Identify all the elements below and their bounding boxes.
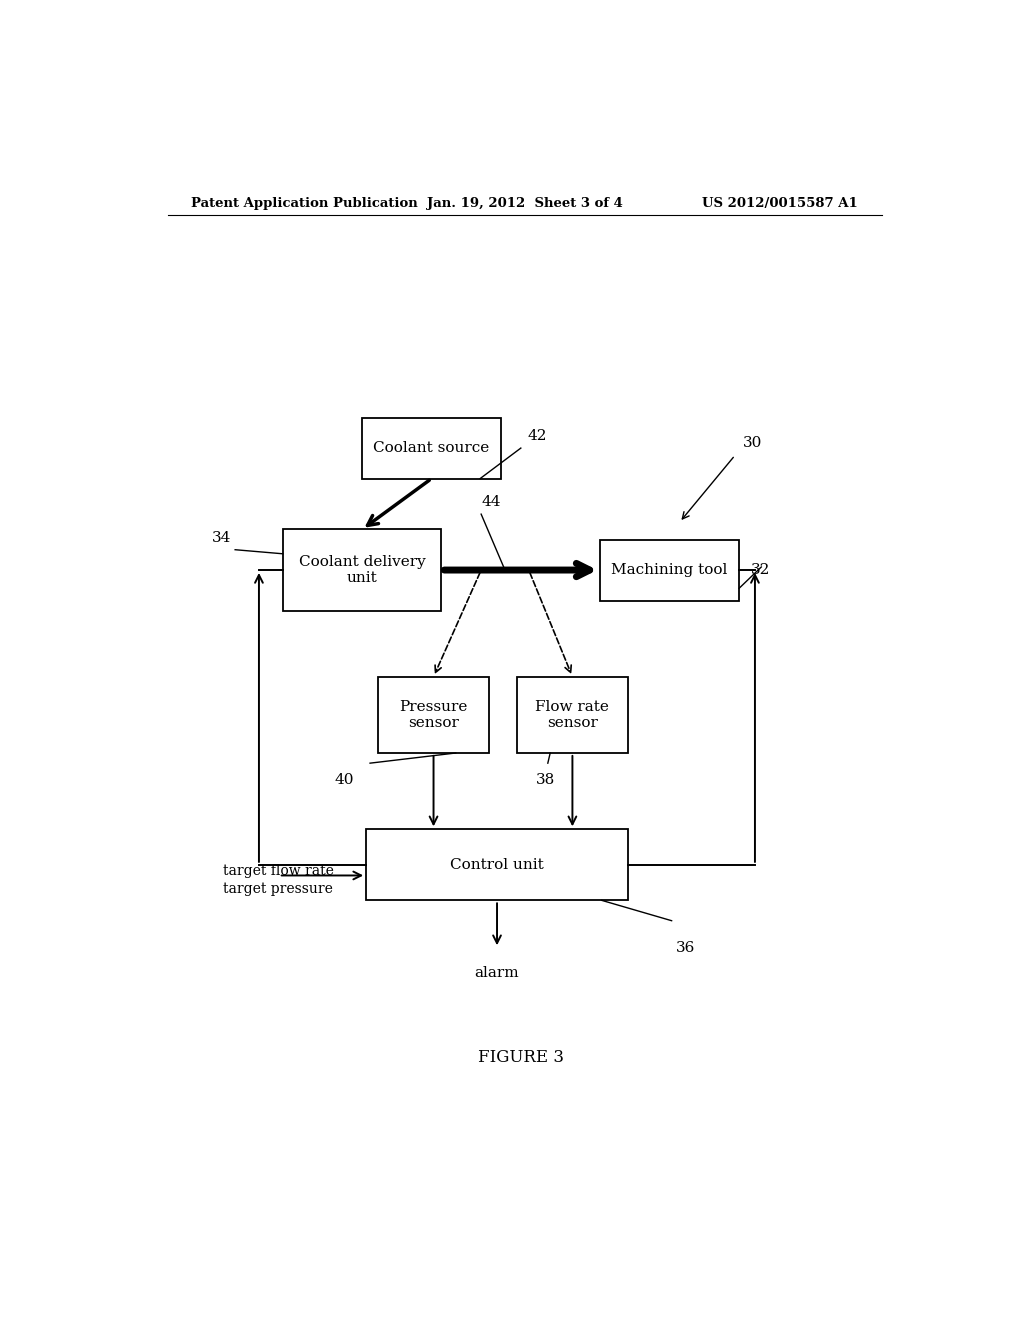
Text: Flow rate
sensor: Flow rate sensor — [536, 700, 609, 730]
Text: Control unit: Control unit — [451, 858, 544, 871]
Text: 30: 30 — [743, 436, 763, 450]
Text: Coolant delivery
unit: Coolant delivery unit — [299, 554, 426, 585]
Text: Coolant source: Coolant source — [374, 441, 489, 455]
Text: FIGURE 3: FIGURE 3 — [478, 1049, 564, 1067]
Text: 44: 44 — [481, 495, 501, 510]
Bar — [283, 529, 441, 611]
Text: Machining tool: Machining tool — [611, 564, 728, 577]
Text: 32: 32 — [751, 564, 770, 577]
Bar — [600, 540, 739, 601]
Text: 36: 36 — [676, 941, 695, 956]
Text: 34: 34 — [212, 531, 231, 545]
Text: 42: 42 — [527, 429, 547, 444]
Bar — [378, 677, 489, 752]
Text: Jan. 19, 2012  Sheet 3 of 4: Jan. 19, 2012 Sheet 3 of 4 — [427, 197, 623, 210]
Text: US 2012/0015587 A1: US 2012/0015587 A1 — [702, 197, 858, 210]
Text: 38: 38 — [536, 774, 555, 787]
Text: alarm: alarm — [475, 966, 519, 981]
Bar — [362, 417, 501, 479]
Text: 40: 40 — [335, 774, 354, 787]
Text: target flow rate
target pressure: target flow rate target pressure — [223, 863, 334, 896]
Bar — [367, 829, 628, 900]
Text: Pressure
sensor: Pressure sensor — [399, 700, 468, 730]
Bar — [517, 677, 628, 752]
Text: Patent Application Publication: Patent Application Publication — [191, 197, 418, 210]
